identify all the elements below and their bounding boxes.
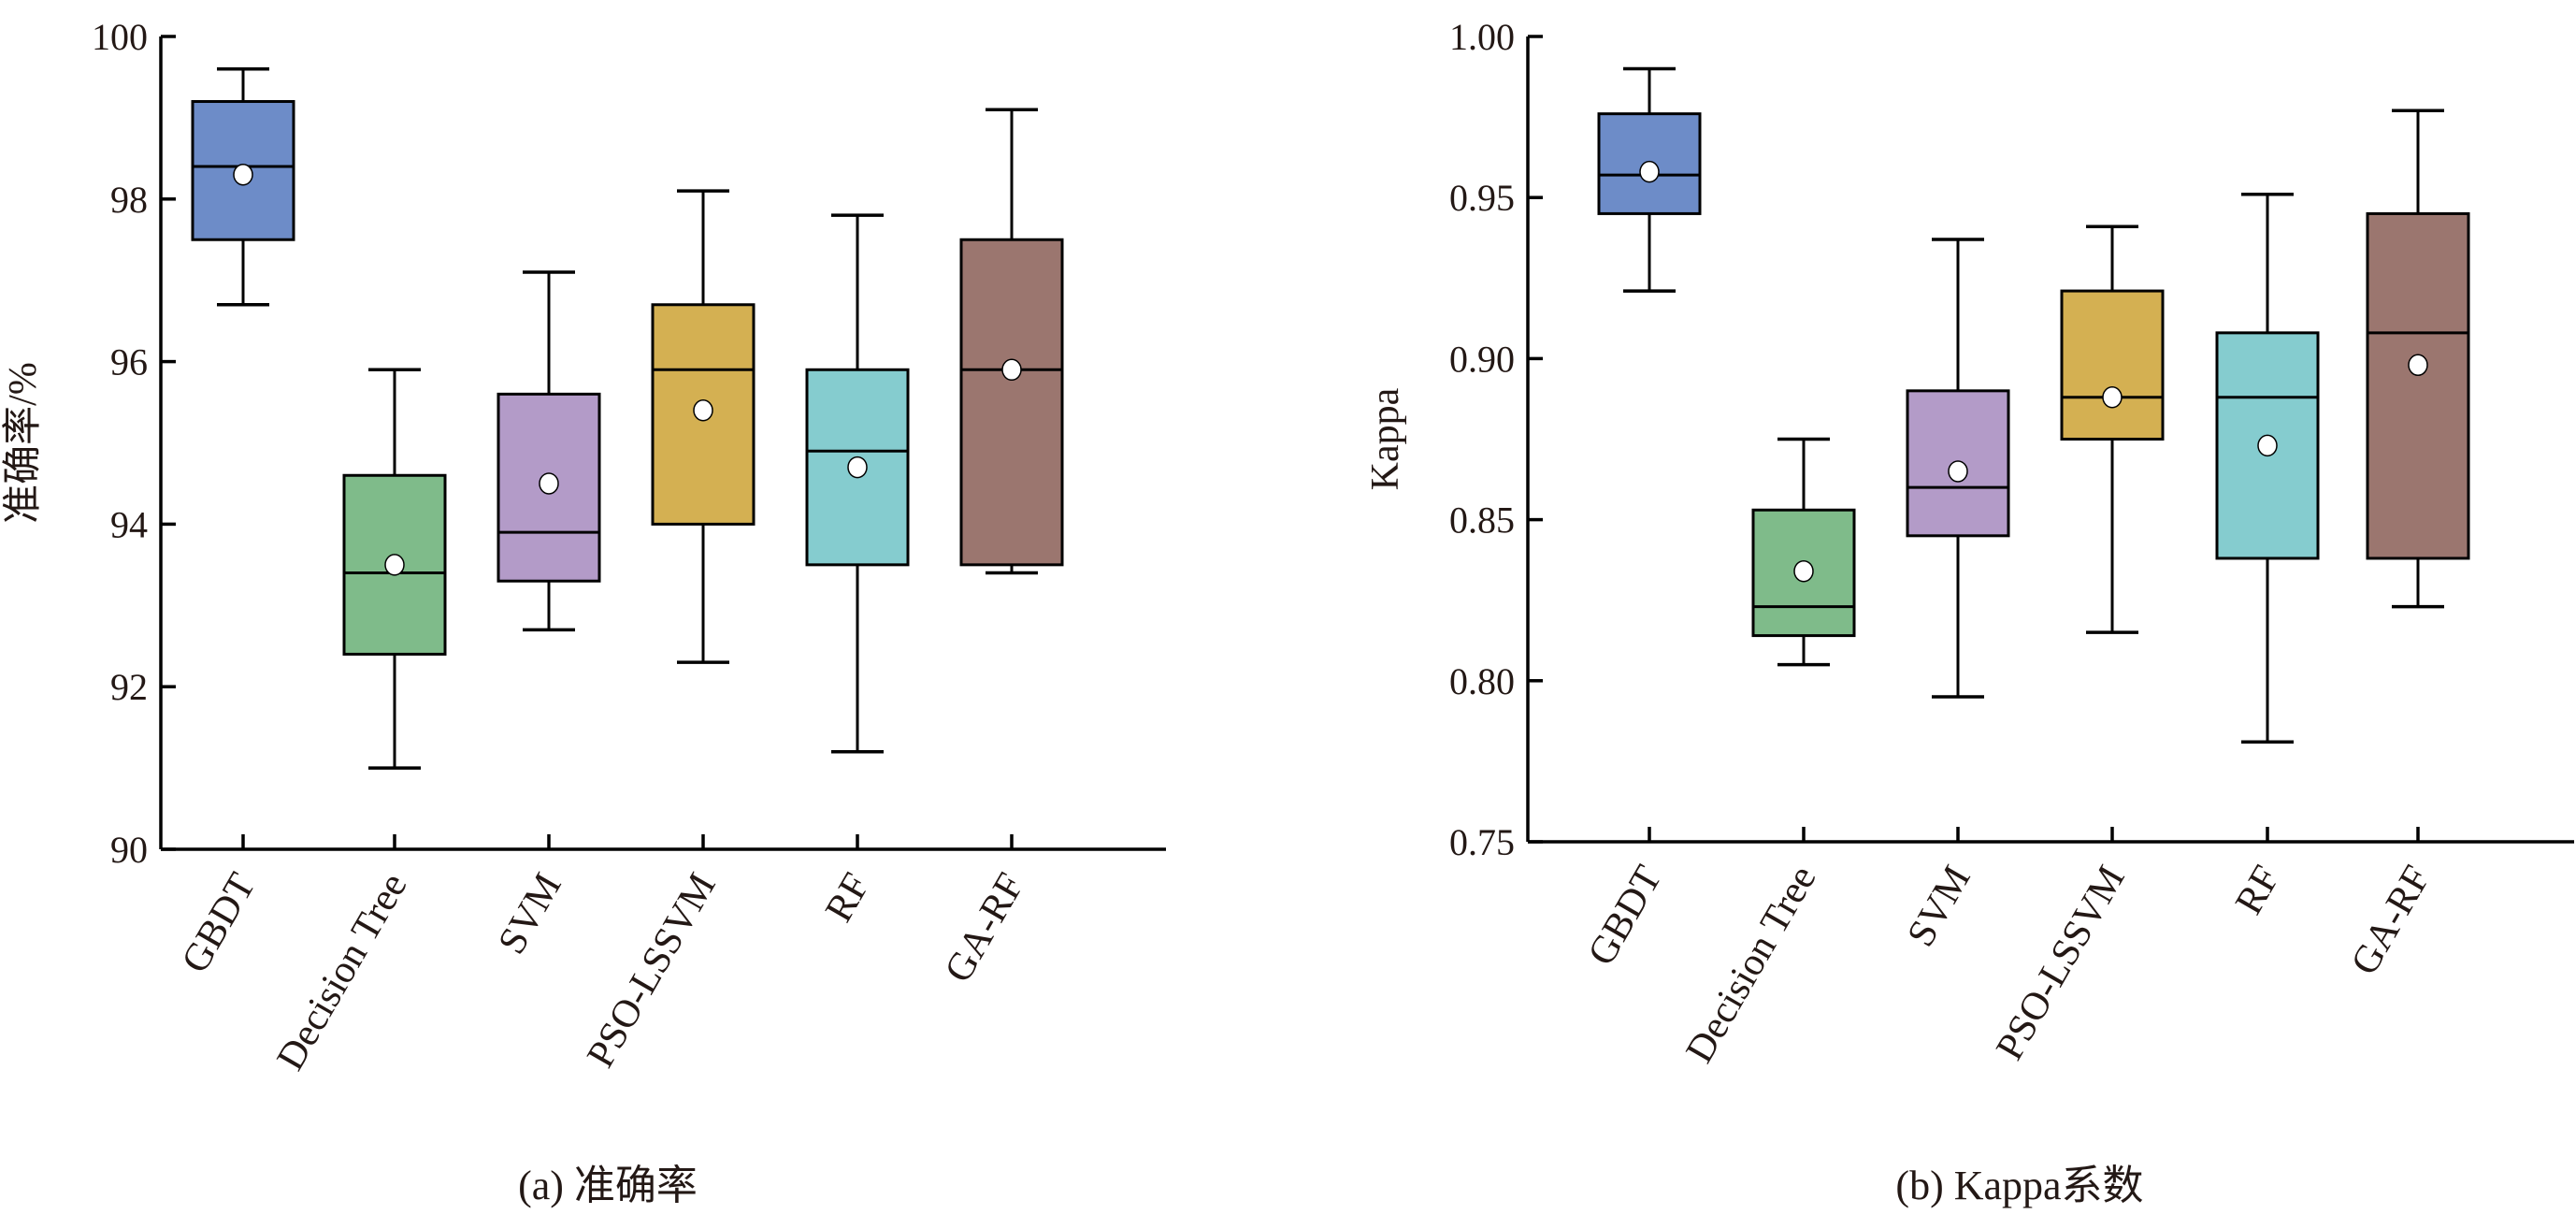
y-tick-label: 90 [110,829,148,871]
x-tick-label: PSO-LSSVM [1988,859,2133,1067]
chart-panel-a: 90 92 94 96 98 100 准确率/% GBDT Decision Tree SVM PS… [1,16,1166,1208]
box-ga-rf: GA-RF [937,108,1064,990]
box-rf: RF [2215,193,2320,921]
panel-caption: (b) Kappa系数 [1895,1163,2143,1208]
mean-marker [384,554,405,576]
box-decision-tree: Decision Tree [269,368,447,1077]
box-gbdt: GBDT [174,67,295,980]
mean-marker [1948,460,1968,483]
iqr-box [959,238,1064,567]
y-tick-label: 94 [110,503,148,545]
x-tick-label: GA-RF [2343,859,2439,982]
box-pso-lssvm: PSO-LSSVM [1988,224,2165,1067]
mean-marker [847,455,868,479]
y-tick-label: 96 [110,341,148,383]
iqr-box [2366,211,2470,560]
y-axis-label: 准确率/% [1,362,45,524]
mean-marker [1001,358,1022,382]
mean-marker [233,163,253,186]
mean-marker [2408,354,2428,377]
mean-marker [2102,385,2123,409]
box-ga-rf: GA-RF [2343,108,2470,982]
x-tick-label: RF [2227,859,2289,921]
y-axis-label: Kappa [1364,387,1407,490]
box-rf: RF [805,213,910,929]
iqr-box [2060,289,2165,441]
mean-marker [2257,434,2278,457]
y-tick-label: 0.95 [1449,177,1515,219]
x-tick-label: SVM [490,866,569,962]
x-tick-label: Decision Tree [1678,859,1825,1070]
y-tick-label: 0.80 [1449,660,1515,702]
x-tick-label: SVM [1899,859,1979,954]
y-tick-label: 98 [110,179,148,221]
x-tick-label: PSO-LSSVM [579,866,724,1075]
x-tick-label: Decision Tree [269,866,416,1077]
chart-panel-b: 0.75 0.80 0.85 0.90 0.95 1.00 Kappa GBDT Decisio… [1364,16,2574,1208]
panel-caption: (a) 准确率 [518,1163,698,1208]
mean-marker [1639,160,1660,183]
y-tick-label: 100 [92,16,148,58]
mean-marker [693,398,713,422]
y-tick-label: 0.85 [1449,499,1515,542]
box-pso-lssvm: PSO-LSSVM [579,189,756,1075]
x-tick-label: GA-RF [937,866,1033,990]
y-tick-label: 1.00 [1449,16,1515,58]
y-tick-label: 0.75 [1449,821,1515,863]
box-gbdt: GBDT [1580,66,1702,973]
mean-marker [1793,559,1814,583]
y-tick-label: 0.90 [1449,338,1515,380]
box-svm: SVM [490,270,601,962]
x-tick-label: GBDT [174,866,265,980]
x-tick-label: RF [817,866,879,929]
mean-marker [539,472,559,495]
x-tick-label: GBDT [1580,859,1671,973]
y-tick-label: 92 [110,666,148,708]
box-svm: SVM [1899,238,2010,954]
box-decision-tree: Decision Tree [1678,437,1856,1070]
